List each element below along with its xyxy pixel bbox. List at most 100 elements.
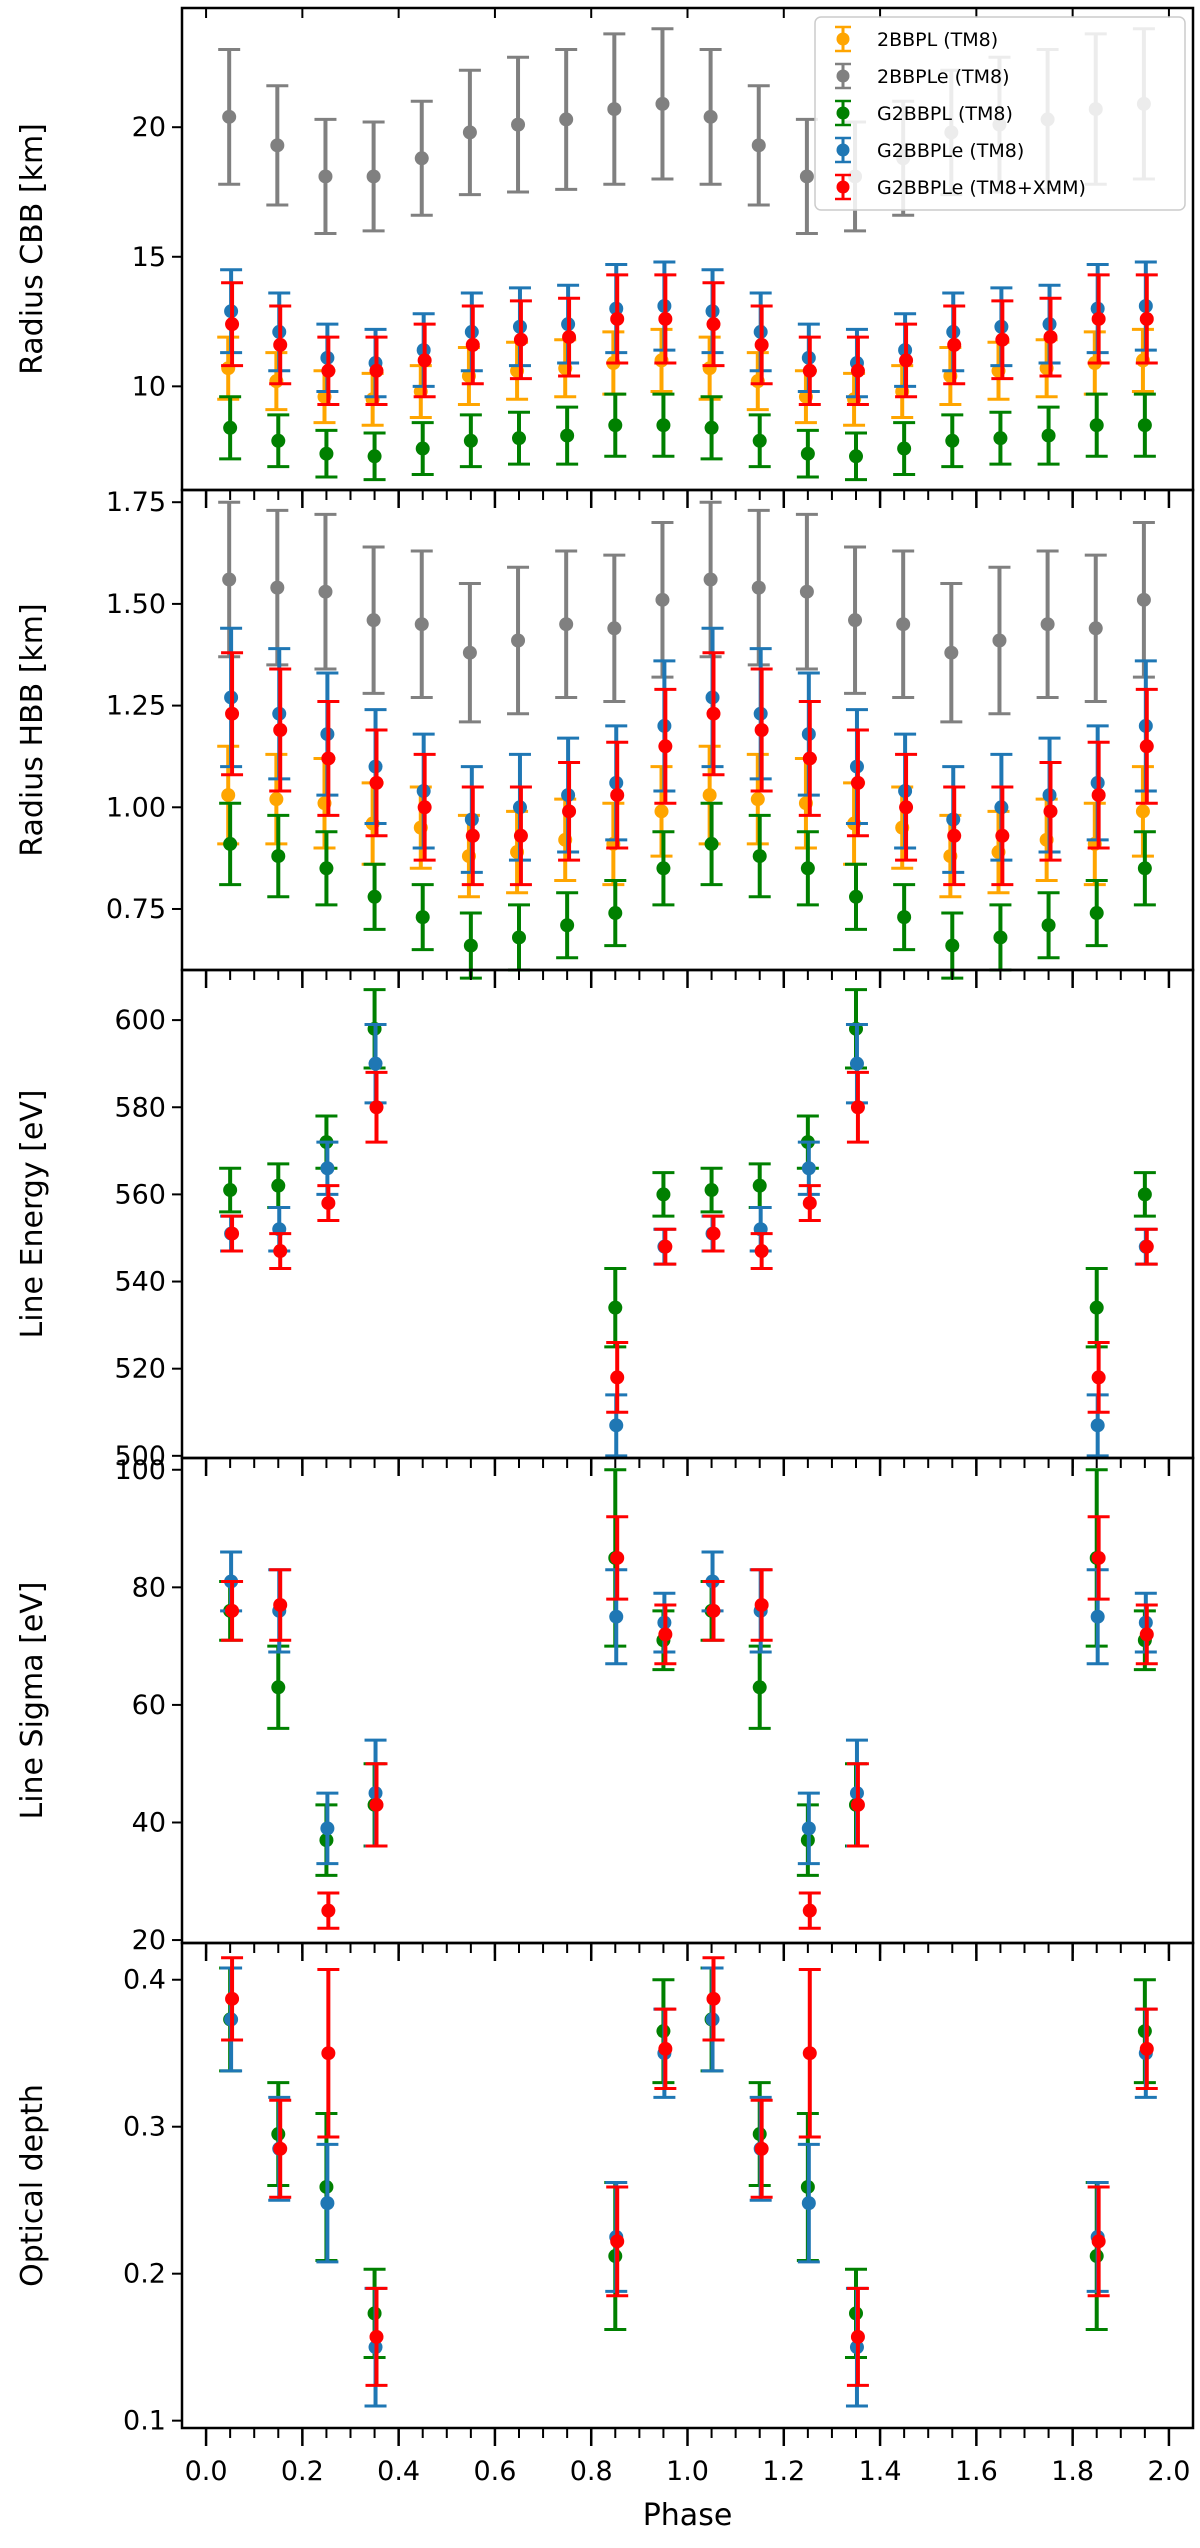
- data-point: [802, 1196, 817, 1211]
- data-point: [225, 317, 240, 332]
- data-point: [271, 1178, 286, 1193]
- x-tick-label: 0.2: [281, 2456, 324, 2487]
- y-tick-label: 60: [132, 1690, 166, 1721]
- legend-marker-dot: [836, 143, 850, 157]
- series-g2bbple-tm8-xmm: [221, 1515, 1158, 1930]
- x-axis-label: Phase: [643, 2498, 733, 2533]
- data-point: [223, 1183, 238, 1198]
- data-point: [704, 420, 719, 435]
- data-point: [801, 1161, 816, 1176]
- data-point: [608, 418, 623, 433]
- x-tick-label: 1.4: [859, 2456, 902, 2487]
- y-tick-label: 600: [114, 1005, 166, 1036]
- data-point: [610, 2234, 625, 2249]
- data-point: [225, 706, 240, 721]
- data-point: [1089, 906, 1104, 921]
- panel-frame: [180, 1456, 1195, 1945]
- data-point: [608, 1300, 623, 1315]
- data-point: [318, 584, 333, 599]
- data-point: [1091, 1370, 1106, 1385]
- data-point: [369, 775, 384, 790]
- series-g2bbpl-tm8: [219, 801, 1156, 980]
- data-point: [897, 441, 912, 456]
- data-point: [1043, 804, 1058, 819]
- data-point: [993, 431, 1008, 446]
- data-point: [223, 420, 238, 435]
- data-point: [1088, 621, 1103, 636]
- x-tick-label: 1.0: [666, 2456, 709, 2487]
- data-point: [608, 906, 623, 921]
- x-tick-label: 0.0: [185, 2456, 228, 2487]
- panel-2: 0.75 1.00 1.25 1.50 1.75 Radius HBB [km]: [15, 487, 1195, 988]
- data-point: [1091, 1550, 1106, 1565]
- data-point: [225, 1603, 240, 1618]
- series-2bbpl-tm8: [217, 744, 1154, 899]
- data-point: [271, 849, 286, 864]
- series-2bbpl-tm8: [217, 327, 1154, 427]
- panel-3: 500 520 540 560 580 600 Line Energy [eV]: [15, 968, 1195, 1476]
- panel-1: 10 15 20 Radius CBB [km] 2BBPL (TM8) 2BBPLe (…: [15, 6, 1195, 508]
- panel-4: 20 40 60 80 100 Line Sigma [eV]: [15, 1455, 1195, 1961]
- data-point: [559, 617, 574, 632]
- data-point: [945, 433, 960, 448]
- data-point: [703, 109, 718, 124]
- data-point: [1139, 739, 1154, 754]
- data-point: [369, 363, 384, 378]
- data-point: [655, 592, 670, 607]
- data-point: [801, 1821, 816, 1836]
- series-g2bbpl-tm8: [219, 392, 1156, 482]
- series-g2bbple-tm8: [220, 1022, 1157, 1458]
- legend-marker-dot: [836, 106, 850, 120]
- data-point: [1090, 1609, 1105, 1624]
- data-point: [513, 332, 528, 347]
- data-point: [751, 138, 766, 153]
- data-point: [850, 363, 865, 378]
- data-point: [271, 433, 286, 448]
- legend-marker-dot: [836, 180, 850, 194]
- data-point: [511, 117, 526, 132]
- data-point: [706, 317, 721, 332]
- y-tick-label: 20: [132, 1925, 166, 1956]
- data-point: [610, 311, 625, 326]
- y-tick-label: 15: [132, 242, 166, 273]
- y-tick-label: 80: [132, 1572, 166, 1603]
- series-g2bbpl-tm8: [219, 988, 1156, 1349]
- data-point: [465, 828, 480, 843]
- legend-entry-2bbple-tm8: 2BBPLe (TM8): [877, 66, 1010, 88]
- y-tick-label: 1.75: [106, 487, 166, 518]
- data-point: [415, 441, 430, 456]
- data-point: [512, 431, 526, 446]
- data-point: [225, 1991, 240, 2006]
- data-point: [658, 2041, 673, 2056]
- data-point: [1137, 1187, 1152, 1202]
- data-point: [899, 353, 914, 368]
- panel-5: 0.1 0.2 0.3 0.4 Optical depth: [15, 1941, 1195, 2446]
- data-point: [802, 1903, 817, 1918]
- panel-frame: [180, 968, 1195, 1460]
- data-point: [800, 446, 815, 461]
- y-tick-label: 0.4: [123, 1965, 166, 1996]
- series-g2bbple-tm8-xmm: [221, 651, 1158, 887]
- data-point: [654, 804, 669, 819]
- data-point: [320, 1161, 335, 1176]
- data-point: [849, 1056, 864, 1071]
- data-point: [754, 2141, 769, 2156]
- data-point: [269, 792, 284, 807]
- data-point: [704, 836, 719, 851]
- data-point: [754, 337, 769, 352]
- data-point: [800, 861, 815, 876]
- data-point: [321, 1903, 336, 1918]
- data-point: [706, 1226, 721, 1241]
- data-point: [992, 633, 1007, 648]
- legend-box: [814, 16, 1186, 211]
- data-point: [754, 1597, 769, 1612]
- x-tick-label: 0.8: [570, 2456, 613, 2487]
- data-point: [1137, 418, 1152, 433]
- series-g2bbple-tm8-xmm: [221, 273, 1158, 406]
- legend-entry-2bbpl-tm8: 2BBPL (TM8): [877, 29, 998, 51]
- data-point: [1091, 788, 1106, 803]
- data-point: [1137, 861, 1152, 876]
- data-point: [415, 910, 430, 925]
- data-point: [610, 1370, 625, 1385]
